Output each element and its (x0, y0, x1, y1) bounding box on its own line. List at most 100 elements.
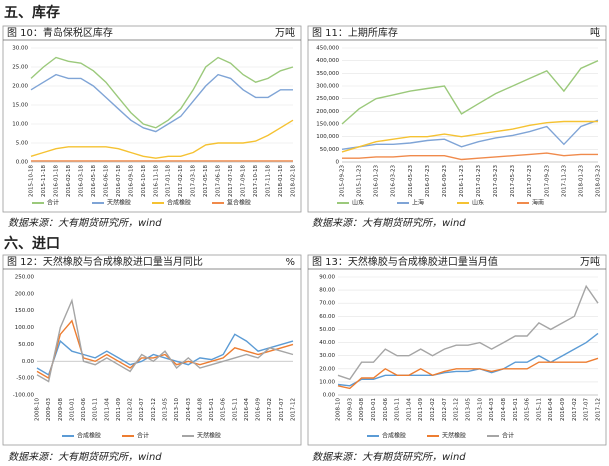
x-tick-label: 2015-09-23 (340, 165, 346, 197)
x-tick-label: 2016-04 (548, 398, 554, 421)
x-tick-label: 2012-07 (139, 398, 145, 421)
x-tick-label: 2018-02-18 (291, 165, 297, 197)
y-tick-label: 40.00 (319, 340, 335, 346)
x-tick-label: 2015-11 (536, 398, 542, 421)
panel-frame (2, 254, 302, 446)
legend-label: 天然橡胶 (107, 199, 131, 207)
x-tick-label: 2014-03 (186, 398, 192, 421)
x-tick-label: 2016-05-23 (408, 165, 414, 197)
x-tick-label: 2017-02-18 (178, 165, 184, 197)
x-tick-label: 2017-03-18 (191, 165, 197, 197)
y-tick-label: 5.00 (16, 141, 29, 147)
series-line (337, 357, 599, 390)
y-tick-label: 0 (336, 160, 340, 166)
y-tick-label: 100,000 (316, 134, 339, 140)
x-tick-label: 2017-01-18 (166, 165, 172, 197)
series-line (341, 119, 599, 150)
unit-label: 万吨 (275, 26, 295, 39)
legend-label: 合计 (502, 432, 514, 440)
unit-label: 万吨 (580, 255, 600, 268)
y-tick-label: 25.00 (12, 65, 28, 71)
x-tick-label: 2009-03 (347, 398, 353, 421)
x-tick-label: 2013-10 (477, 398, 483, 421)
unit-label: 吨 (590, 26, 600, 39)
x-tick-label: 2009-03 (46, 398, 52, 421)
x-tick-label: 2017-07 (584, 398, 590, 421)
y-tick-label: 0.00 (22, 359, 35, 365)
y-tick-label: -50.00 (16, 376, 34, 382)
source-note: 数据来源：大有期货研究所，wind (8, 217, 162, 229)
panel-frame (307, 25, 607, 213)
y-tick-label: 15.00 (12, 103, 28, 109)
series-line (36, 333, 294, 376)
x-tick-label: 2011-09 (418, 398, 424, 421)
x-tick-label: 2015-11-23 (357, 165, 363, 197)
x-tick-label: 2017-11-23 (561, 165, 567, 197)
legend-label: 山东 (352, 199, 364, 207)
x-tick-label: 2011-04 (406, 398, 412, 421)
chart-title: 图 10：青岛保税区库存 (7, 26, 113, 39)
x-tick-label: 2012-12 (151, 398, 157, 421)
x-tick-label: 2011-09 (116, 398, 122, 421)
series-line (341, 120, 598, 153)
series-line (341, 60, 599, 125)
x-tick-label: 2016-04 (244, 398, 250, 421)
x-tick-label: 2016-03-18 (78, 165, 84, 197)
y-tick-label: 70.00 (319, 301, 335, 307)
source-note: 数据来源：大有期货研究所，wind (312, 451, 466, 463)
y-tick-label: 50.00 (18, 342, 34, 348)
x-tick-label: 2011-04 (104, 398, 110, 421)
series-line (337, 332, 599, 387)
x-tick-label: 2017-02 (267, 398, 273, 421)
y-tick-label: 20.00 (319, 366, 335, 372)
legend-label: 合计 (137, 432, 149, 440)
x-tick-label: 2016-11-18 (153, 165, 159, 197)
chart-title: 图 13：天然橡胶与合成橡胶进口量当月值 (312, 255, 498, 268)
x-tick-label: 2012-12 (454, 398, 460, 421)
chart-title: 图 11：上期所库存 (312, 26, 398, 39)
x-tick-label: 2018-01-18 (278, 165, 284, 197)
x-tick-label: 2018-03-23 (596, 165, 602, 197)
legend-label: 合计 (47, 199, 59, 207)
chart-title: 图 12：天然橡胶与合成橡胶进口量当月同比 (7, 255, 203, 268)
x-tick-label: 2017-10-18 (253, 165, 259, 197)
x-tick-label: 2017-12 (291, 398, 297, 421)
x-tick-label: 2008-10 (35, 398, 41, 421)
x-tick-label: 2017-07-23 (527, 165, 533, 197)
x-tick-label: 2016-09 (560, 398, 566, 421)
x-tick-label: 2017-05-23 (510, 165, 516, 197)
x-tick-label: 2015-06 (525, 398, 531, 421)
x-tick-label: 2015-11 (232, 398, 238, 421)
x-tick-label: 2014-08 (501, 398, 507, 421)
x-tick-label: 2015-11-18 (41, 165, 47, 197)
x-tick-label: 2015-10-18 (29, 165, 35, 197)
y-tick-label: 400,000 (316, 58, 339, 64)
x-tick-label: 2017-02 (572, 398, 578, 421)
x-tick-label: 2016-10-18 (141, 165, 147, 197)
x-tick-label: 2017-03-23 (493, 165, 499, 197)
y-tick-label: 10.00 (319, 379, 335, 385)
x-tick-label: 2017-11-18 (266, 165, 272, 197)
series-line (30, 73, 293, 133)
legend-label: 复合橡胶 (227, 199, 251, 207)
x-tick-label: 2015-01 (209, 398, 215, 421)
series-line (342, 152, 598, 161)
y-tick-label: 350,000 (316, 71, 339, 77)
x-tick-label: 2017-06-18 (216, 165, 222, 197)
legend-label: 天然橡胶 (197, 432, 221, 440)
section-heading: 五、库存 (4, 4, 60, 21)
x-tick-label: 2016-01-18 (53, 165, 59, 197)
x-tick-label: 2016-09-18 (128, 165, 134, 197)
y-tick-label: 50,000 (320, 147, 340, 153)
x-tick-label: 2010-11 (395, 398, 401, 421)
x-tick-label: 2017-07-18 (228, 165, 234, 197)
x-tick-label: 2010-06 (383, 398, 389, 421)
unit-label: % (285, 257, 295, 268)
x-tick-label: 2009-08 (359, 398, 365, 421)
legend-label: 天然橡胶 (442, 432, 466, 440)
x-tick-label: 2016-05-18 (91, 165, 97, 197)
y-tick-label: 20.00 (12, 84, 28, 90)
y-tick-label: 200.00 (15, 291, 35, 297)
x-tick-label: 2012-02 (128, 398, 134, 421)
